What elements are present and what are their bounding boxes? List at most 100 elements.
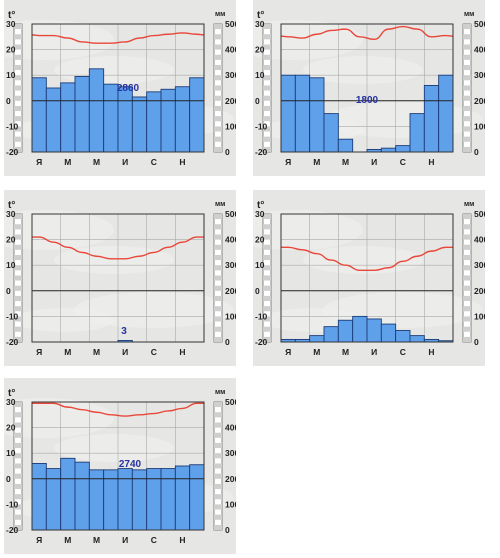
scale-segment <box>14 524 22 530</box>
precip-tick-label: 0 <box>225 337 230 347</box>
scale-segment <box>14 422 22 428</box>
scale-segment <box>14 224 22 230</box>
temperature-tick-label: 30 <box>6 19 16 29</box>
scale-segment <box>14 453 22 459</box>
scale-segment <box>214 24 222 30</box>
month-tick-label: М <box>313 157 320 167</box>
scale-segment <box>263 244 271 250</box>
month-tick-label: М <box>64 535 71 545</box>
temperature-line <box>31 32 205 44</box>
scale-segment <box>263 105 271 112</box>
precip-tick-label: 0 <box>474 147 479 157</box>
precip-axis-label: мм <box>464 201 474 208</box>
scale-segment <box>263 295 271 302</box>
annual-precip-label: 3 <box>121 326 127 337</box>
scale-segment <box>463 146 471 152</box>
scale-segment <box>14 126 22 132</box>
scale-segment <box>14 473 22 479</box>
scale-segment <box>14 116 22 122</box>
month-tick-label: Н <box>179 157 185 167</box>
precip-tick-label: 400 <box>225 235 236 245</box>
month-tick-label: М <box>342 347 349 357</box>
scale-segment <box>14 442 22 449</box>
scale-segment <box>214 402 222 408</box>
temperature-tick-label: 0 <box>255 286 260 296</box>
precip-bar <box>146 468 162 531</box>
background-texture <box>4 398 114 438</box>
scale-segment <box>214 254 222 261</box>
scale-segment <box>14 146 22 152</box>
precip-bar <box>117 86 133 153</box>
temperature-tick-label: -20 <box>6 147 19 157</box>
precip-bar <box>337 319 354 343</box>
scale-segment <box>463 85 471 91</box>
plot-frame <box>31 23 205 153</box>
precip-bar <box>45 468 62 531</box>
background-texture <box>303 56 423 84</box>
month-tick-label: М <box>64 347 71 357</box>
scale-segment <box>214 126 222 132</box>
month-tick-label: М <box>93 157 100 167</box>
precip-tick-label: 100 <box>225 311 236 321</box>
month-tick-label: Н <box>179 347 185 357</box>
month-tick-label: Н <box>179 535 185 545</box>
precip-bar <box>31 77 47 153</box>
scale-segment <box>214 136 222 142</box>
scale-segment <box>14 326 22 332</box>
month-tick-label: С <box>400 347 406 357</box>
precip-axis-label: мм <box>215 201 225 208</box>
scale-segment <box>14 85 22 91</box>
scale-segment <box>214 44 222 50</box>
scale-segment <box>263 275 271 281</box>
precip-bar <box>352 315 368 343</box>
scale-segment <box>263 85 271 91</box>
temperature-tick-label: 30 <box>255 209 265 219</box>
scale-segment <box>214 34 222 40</box>
precip-bar <box>395 330 411 343</box>
background-texture <box>14 308 114 332</box>
plot-frame <box>280 213 454 343</box>
precip-tick-label: 500 <box>225 397 236 407</box>
precip-bar <box>160 88 176 153</box>
precip-tick-label: 400 <box>225 423 236 433</box>
scale-segment <box>263 136 271 142</box>
precip-axis-label: мм <box>215 389 225 396</box>
scale-segment <box>463 136 471 142</box>
temperature-tick-label: 20 <box>6 45 16 55</box>
scale-segment <box>214 265 222 271</box>
scale-segment <box>463 34 471 40</box>
scale-segment <box>263 234 271 240</box>
precip-bar <box>309 77 325 153</box>
annual-precip-label: 2740 <box>119 459 142 470</box>
precip-bar <box>174 465 191 531</box>
scale-segment <box>214 146 222 152</box>
precip-bar <box>174 86 191 153</box>
precip-bar <box>74 76 90 153</box>
scale-segment <box>14 432 22 438</box>
precip-tick-label: 400 <box>474 45 485 55</box>
precip-bar <box>103 83 119 153</box>
precip-bar <box>409 113 425 153</box>
temperature-tick-label: 20 <box>255 235 265 245</box>
temperature-tick-label: 0 <box>6 96 11 106</box>
scale-segment <box>214 336 222 342</box>
scale-segment <box>214 214 222 220</box>
scale-segment <box>463 336 471 342</box>
temperature-line <box>281 246 453 272</box>
background-texture <box>54 434 174 462</box>
precip-bar <box>88 68 105 153</box>
temperature-tick-label: 20 <box>6 423 16 433</box>
scale-segment <box>214 316 222 322</box>
temperature-axis-label: t° <box>257 200 264 211</box>
temperature-line <box>32 402 204 417</box>
temperature-tick-label: 30 <box>6 209 16 219</box>
precip-tick-label: 300 <box>225 260 236 270</box>
precip-tick-label: 200 <box>474 96 485 106</box>
climate-chart-5: t°мм3020100-10-205004003002001000ЯММИСН2… <box>4 378 236 554</box>
precip-bar <box>117 468 133 531</box>
scale-segment <box>14 75 22 81</box>
month-tick-label: И <box>371 157 377 167</box>
temperature-tick-label: -10 <box>6 499 19 509</box>
scale-segment <box>263 75 271 81</box>
